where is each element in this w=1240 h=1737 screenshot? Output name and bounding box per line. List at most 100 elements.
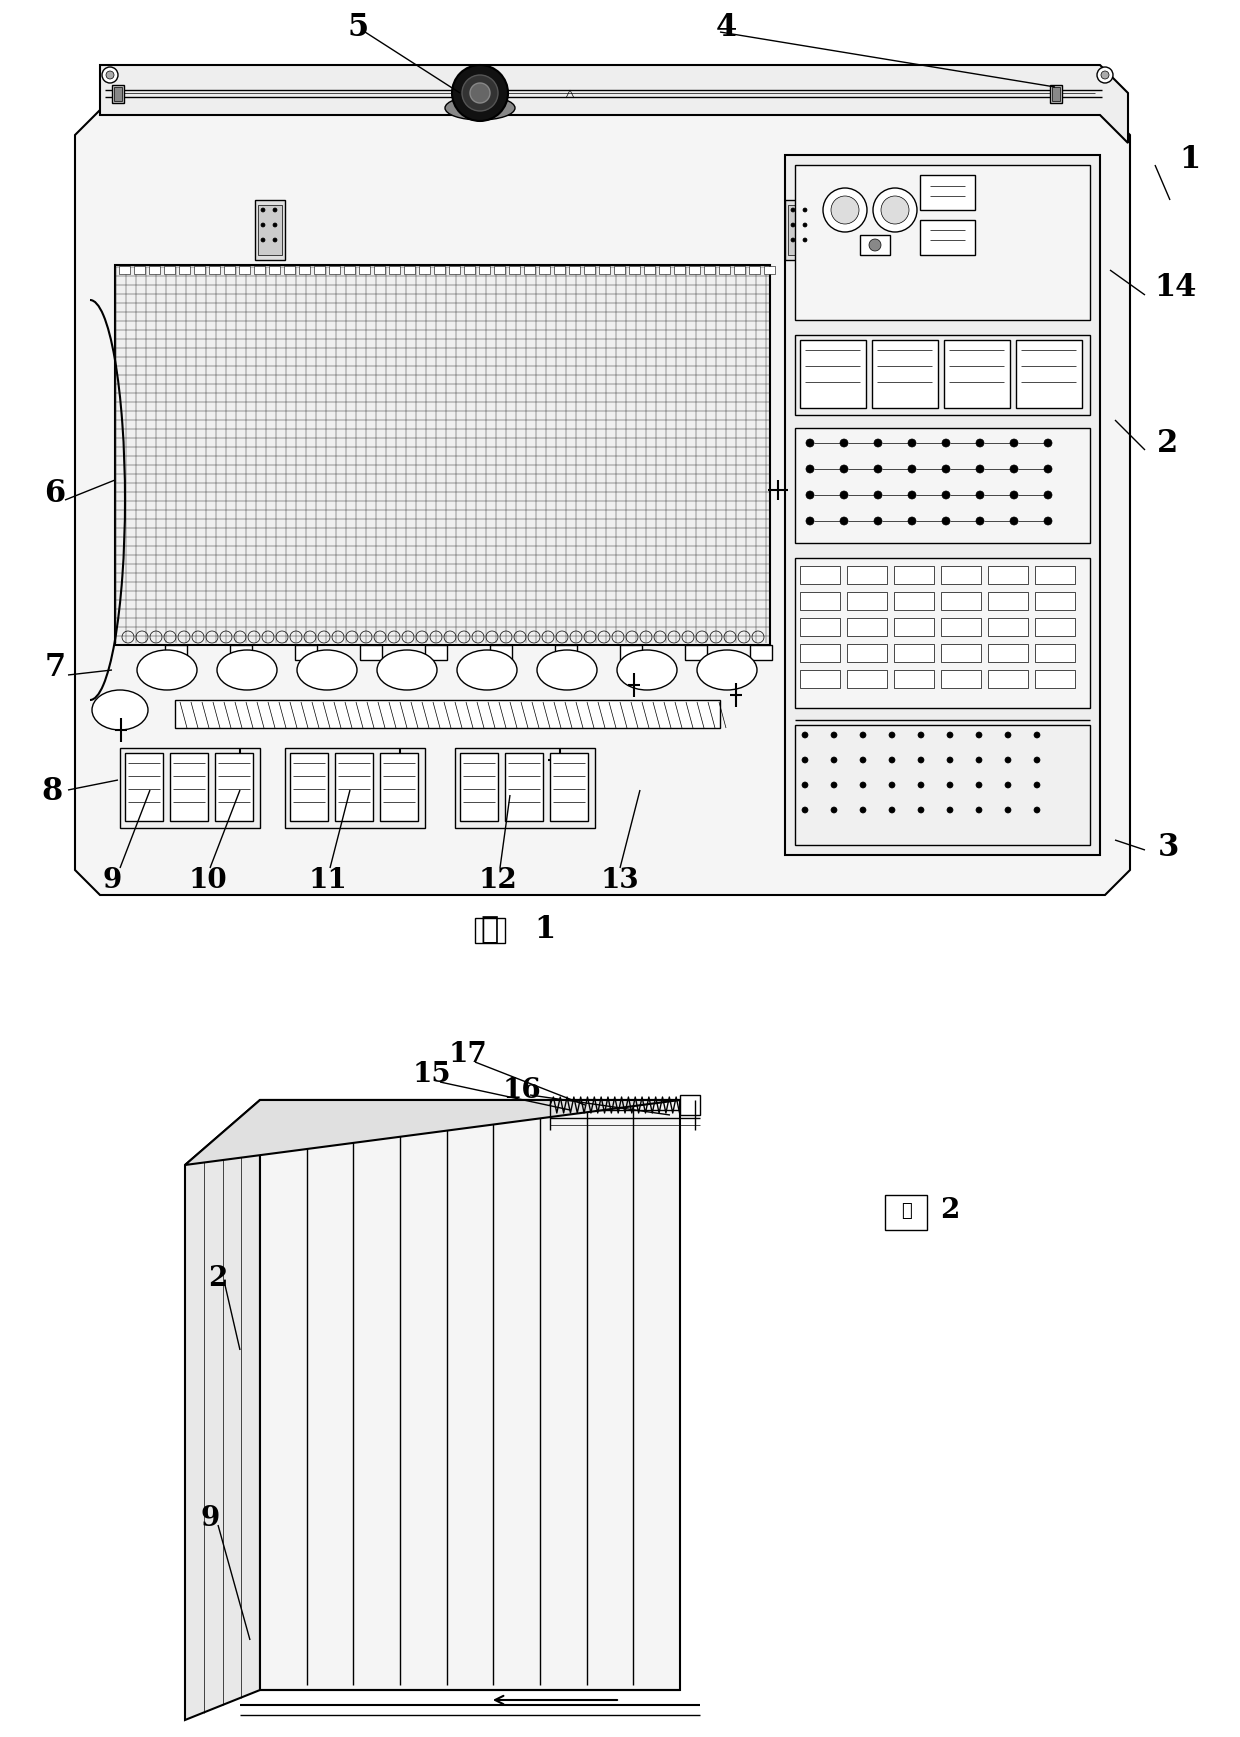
- Bar: [490, 644, 512, 660]
- Ellipse shape: [697, 650, 756, 690]
- Text: 7: 7: [45, 653, 66, 683]
- Circle shape: [831, 196, 859, 224]
- Bar: [360, 644, 382, 660]
- Bar: [988, 644, 1028, 662]
- Bar: [505, 754, 543, 822]
- Circle shape: [947, 757, 954, 763]
- Bar: [1035, 592, 1075, 610]
- Bar: [704, 266, 715, 274]
- Bar: [675, 266, 684, 274]
- Bar: [494, 266, 505, 274]
- Circle shape: [976, 782, 982, 789]
- Bar: [165, 644, 187, 660]
- Circle shape: [804, 222, 807, 228]
- Bar: [800, 340, 866, 408]
- Bar: [551, 754, 588, 822]
- Bar: [475, 917, 505, 943]
- Bar: [920, 175, 975, 210]
- Polygon shape: [260, 1100, 680, 1690]
- Circle shape: [908, 518, 916, 525]
- Bar: [425, 644, 446, 660]
- Bar: [847, 618, 887, 636]
- Bar: [629, 266, 640, 274]
- Bar: [620, 644, 642, 660]
- Circle shape: [791, 208, 795, 212]
- Bar: [785, 200, 815, 261]
- Circle shape: [831, 757, 837, 763]
- Circle shape: [976, 731, 982, 738]
- Bar: [479, 266, 490, 274]
- Bar: [944, 340, 1011, 408]
- Ellipse shape: [445, 96, 515, 120]
- Bar: [285, 749, 425, 829]
- Circle shape: [260, 208, 265, 212]
- Bar: [210, 266, 219, 274]
- Bar: [525, 266, 534, 274]
- Bar: [449, 266, 460, 274]
- Bar: [847, 670, 887, 688]
- Bar: [872, 340, 937, 408]
- Bar: [360, 266, 370, 274]
- Bar: [239, 266, 250, 274]
- Bar: [787, 205, 812, 255]
- Circle shape: [831, 731, 837, 738]
- Circle shape: [823, 188, 867, 233]
- Circle shape: [806, 439, 813, 446]
- Bar: [229, 644, 252, 660]
- Bar: [556, 644, 577, 660]
- Bar: [115, 266, 770, 644]
- Bar: [1035, 670, 1075, 688]
- Bar: [170, 754, 208, 822]
- Circle shape: [947, 731, 954, 738]
- Bar: [599, 266, 610, 274]
- Circle shape: [908, 439, 916, 446]
- Circle shape: [1004, 731, 1011, 738]
- Circle shape: [1034, 757, 1040, 763]
- Bar: [112, 85, 124, 102]
- Text: 图: 图: [900, 1202, 911, 1219]
- Ellipse shape: [458, 650, 517, 690]
- Circle shape: [869, 240, 880, 252]
- Text: 13: 13: [600, 867, 640, 893]
- Bar: [894, 670, 934, 688]
- Circle shape: [806, 466, 813, 472]
- Bar: [941, 566, 981, 584]
- Circle shape: [1044, 492, 1052, 499]
- Circle shape: [947, 782, 954, 789]
- Bar: [689, 266, 701, 274]
- Text: 5: 5: [347, 12, 368, 43]
- Circle shape: [1034, 808, 1040, 813]
- Bar: [988, 592, 1028, 610]
- Bar: [1035, 618, 1075, 636]
- Bar: [885, 1195, 928, 1230]
- Circle shape: [802, 731, 808, 738]
- Polygon shape: [74, 109, 1130, 895]
- Circle shape: [1011, 439, 1018, 446]
- Circle shape: [804, 208, 807, 212]
- Circle shape: [1044, 466, 1052, 472]
- Circle shape: [791, 222, 795, 228]
- Bar: [554, 266, 565, 274]
- Bar: [539, 266, 551, 274]
- Bar: [434, 266, 445, 274]
- Bar: [941, 670, 981, 688]
- Circle shape: [839, 492, 848, 499]
- Circle shape: [874, 439, 882, 446]
- Circle shape: [976, 439, 985, 446]
- Bar: [795, 427, 1090, 544]
- Bar: [379, 754, 418, 822]
- Circle shape: [273, 208, 277, 212]
- Bar: [374, 266, 384, 274]
- Circle shape: [839, 466, 848, 472]
- Bar: [847, 592, 887, 610]
- Circle shape: [918, 808, 924, 813]
- Bar: [847, 566, 887, 584]
- Bar: [734, 266, 745, 274]
- Bar: [419, 266, 430, 274]
- Circle shape: [976, 518, 985, 525]
- Bar: [861, 234, 890, 255]
- Text: 12: 12: [479, 867, 517, 893]
- Bar: [800, 566, 839, 584]
- Circle shape: [889, 782, 895, 789]
- Circle shape: [976, 757, 982, 763]
